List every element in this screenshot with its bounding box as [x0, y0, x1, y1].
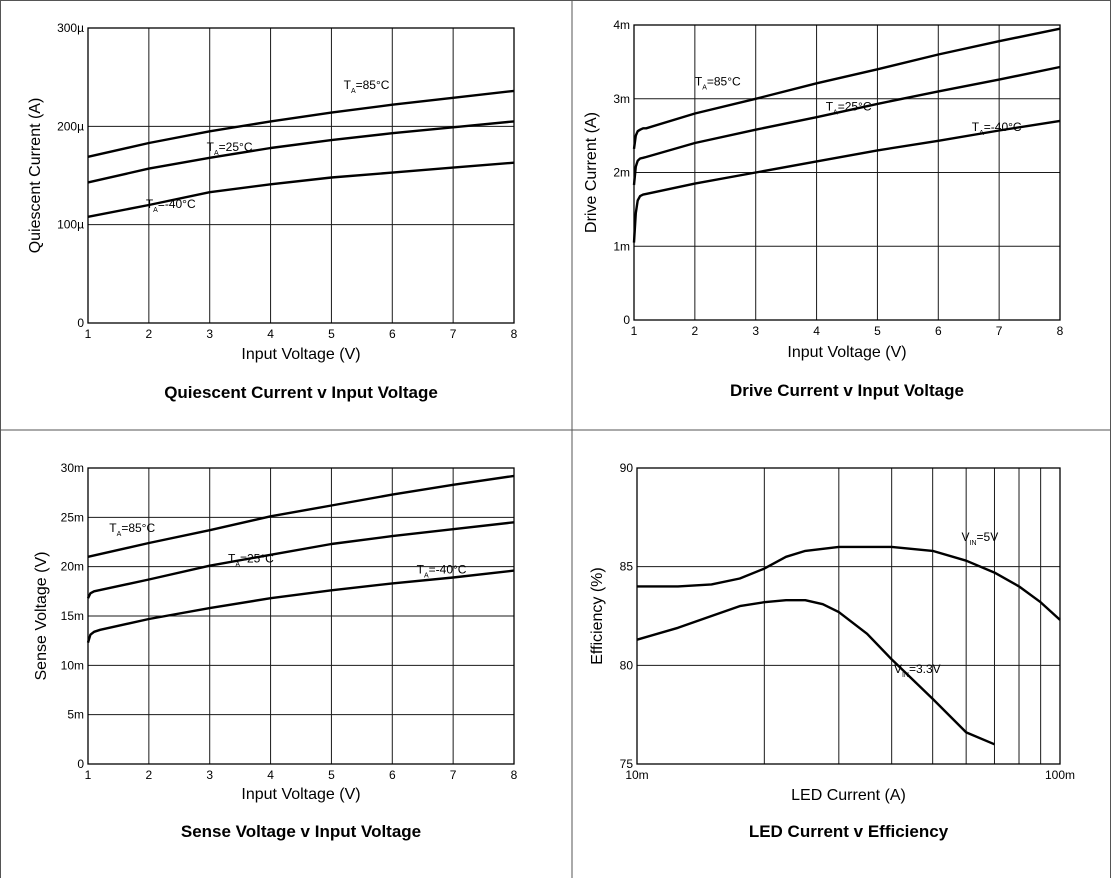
x-tick-label: 8 [511, 768, 518, 782]
series-label: VIN=3.3V [894, 662, 941, 679]
x-tick-label: 6 [389, 327, 396, 341]
x-tick-label: 8 [1057, 324, 1064, 338]
y-axis-label: Sense Voltage (V) [33, 552, 50, 681]
series-line [632, 119, 1061, 243]
x-axis-label: Input Voltage (V) [241, 786, 360, 803]
series-line [87, 161, 515, 218]
series-label: VIN=5V [962, 530, 999, 547]
chart-title: Quiescent Current v Input Voltage [164, 383, 438, 402]
x-tick-label: 2 [146, 327, 153, 341]
x-axis-label: Input Voltage (V) [787, 344, 906, 361]
x-tick-label: 1 [631, 324, 638, 338]
x-tick-label: 100m [1045, 768, 1075, 782]
x-tick-label: 6 [935, 324, 942, 338]
x-tick-label: 4 [267, 768, 274, 782]
series-label: TA=-40°C [972, 120, 1022, 137]
grid-lines [87, 27, 515, 324]
y-tick-label: 30m [61, 461, 84, 475]
y-tick-label: 75 [620, 757, 634, 771]
x-tick-label: 8 [511, 327, 518, 341]
chart-title: Sense Voltage v Input Voltage [181, 822, 421, 841]
series-label: TA=25°C [826, 100, 872, 117]
x-tick-label: 4 [267, 327, 274, 341]
x-tick-label: 6 [389, 768, 396, 782]
series-line [632, 65, 1061, 186]
series-label: TA=-40°C [146, 197, 196, 214]
grid-lines [636, 467, 1061, 765]
grid-lines [633, 24, 1061, 321]
y-tick-label: 25m [61, 510, 84, 524]
grid-lines [87, 467, 515, 765]
y-axis-label: Drive Current (A) [583, 112, 600, 233]
plot-frame [87, 467, 515, 765]
chart-sense-voltage: 1 2 3 4 5 6 7 8 0 5m 10m 15m 20m 25m 30m Input Voltage … [33, 461, 518, 841]
y-tick-label: 15m [61, 609, 84, 623]
y-tick-label: 85 [620, 560, 634, 574]
x-tick-label: 2 [692, 324, 699, 338]
x-tick-label: 10m [625, 768, 648, 782]
y-axis-label: Efficiency (%) [589, 567, 606, 665]
series-line [87, 474, 515, 558]
plot-frame [636, 467, 1061, 765]
y-tick-label: 3m [613, 92, 630, 106]
x-tick-label: 3 [206, 768, 213, 782]
y-tick-label: 200µ [57, 119, 84, 133]
chart-efficiency: 10m 100m 75 80 85 90 LED Current (A) Efficiency… [589, 461, 1075, 841]
y-tick-label: 90 [620, 461, 634, 475]
x-tick-label: 3 [752, 324, 759, 338]
series-line [87, 89, 515, 158]
series-label: TA=85°C [695, 74, 741, 91]
chart-title: Drive Current v Input Voltage [730, 381, 964, 400]
y-tick-label: 0 [77, 757, 84, 771]
x-axis-label: Input Voltage (V) [241, 346, 360, 363]
series-label: TA=85°C [344, 78, 390, 95]
y-tick-label: 80 [620, 658, 634, 672]
x-tick-label: 5 [328, 768, 335, 782]
series-label: TA=25°C [228, 552, 274, 569]
x-tick-label: 5 [874, 324, 881, 338]
y-tick-label: 2m [613, 166, 630, 180]
y-tick-label: 300µ [57, 21, 84, 35]
series-line [632, 27, 1061, 150]
chart-title: LED Current v Efficiency [749, 822, 949, 841]
series-label: TA=85°C [109, 521, 155, 538]
chart-drive-current: 1 2 3 4 5 6 7 8 0 1m 2m 3m 4m Input Voltage (V) Drive … [583, 18, 1064, 400]
x-axis-label: LED Current (A) [791, 787, 906, 804]
x-tick-label: 7 [450, 327, 457, 341]
x-tick-label: 7 [450, 768, 457, 782]
plot-frame [87, 27, 515, 324]
x-tick-label: 3 [206, 327, 213, 341]
x-tick-label: 7 [996, 324, 1003, 338]
y-tick-label: 100µ [57, 218, 84, 232]
series-line [637, 545, 1061, 621]
y-tick-label: 1m [613, 239, 630, 253]
chart-quiescent-current: 1 2 3 4 5 6 7 8 0 100µ 200µ 300µ Input Voltage (V) Qu… [27, 21, 518, 402]
x-tick-label: 4 [813, 324, 820, 338]
x-tick-label: 5 [328, 327, 335, 341]
series-line [636, 599, 995, 746]
y-axis-label: Quiescent Current (A) [27, 98, 44, 254]
y-tick-label: 0 [77, 316, 84, 330]
y-tick-label: 20m [61, 560, 84, 574]
x-tick-label: 1 [85, 768, 92, 782]
x-tick-label: 1 [85, 327, 92, 341]
y-tick-label: 10m [61, 658, 84, 672]
series-line [87, 120, 515, 184]
series-label: TA=25°C [207, 140, 253, 157]
y-tick-label: 5m [67, 708, 84, 722]
series-line [86, 521, 515, 599]
series-label: TA=-40°C [417, 563, 467, 580]
y-tick-label: 0 [623, 313, 630, 327]
y-tick-label: 4m [613, 18, 630, 32]
plot-frame [633, 24, 1061, 321]
x-tick-label: 2 [146, 768, 153, 782]
series-line [86, 569, 515, 643]
